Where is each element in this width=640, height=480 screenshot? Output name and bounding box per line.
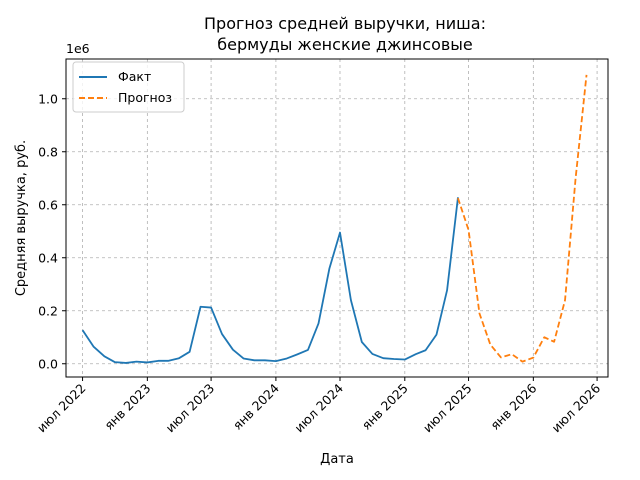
y-tick-label: 1.0 — [38, 91, 58, 106]
y-axis-scale-label: 1e6 — [66, 41, 90, 56]
legend-box — [72, 61, 185, 113]
series-line-forecast — [457, 74, 588, 363]
legend-label-fact: Факт — [118, 69, 151, 84]
y-tick-label: 0.8 — [38, 144, 58, 159]
y-axis-label: Средняя выручка, руб. — [14, 140, 29, 296]
x-tick-label: июл 2022 — [34, 381, 89, 436]
y-axis-ticks: 0.0 0.2 0.4 0.6 0.8 1.0 — [38, 91, 66, 371]
x-tick-label: янв 2024 — [230, 380, 282, 432]
chart-title-line-2: бермуды женские джинсовые — [217, 35, 473, 54]
x-axis-label: Дата — [320, 452, 354, 467]
y-tick-label: 0.2 — [38, 303, 58, 318]
x-tick-label: июл 2026 — [548, 380, 603, 435]
x-tick-label: янв 2023 — [101, 381, 153, 433]
chart-title-line-1: Прогноз средней выручки, ниша: — [204, 14, 486, 33]
x-tick-label: янв 2025 — [359, 381, 411, 433]
y-tick-label: 0.4 — [38, 250, 58, 265]
x-tick-label: янв 2026 — [487, 380, 539, 432]
series-layer — [81, 74, 588, 364]
series-line-fact — [81, 197, 459, 364]
plot-area-frame — [65, 58, 609, 378]
y-tick-label: 0.0 — [38, 356, 58, 371]
x-tick-label: июл 2024 — [291, 380, 346, 435]
x-tick-label: июл 2025 — [420, 381, 475, 436]
legend: Факт Прогноз — [72, 61, 185, 113]
legend-label-forecast: Прогноз — [118, 90, 172, 105]
x-axis-ticks: июл 2022 янв 2023 июл 2023 янв 2024 июл 2024… — [34, 377, 603, 435]
grid — [66, 59, 608, 377]
x-tick-label: июл 2023 — [162, 381, 217, 436]
y-tick-label: 0.6 — [38, 197, 58, 212]
